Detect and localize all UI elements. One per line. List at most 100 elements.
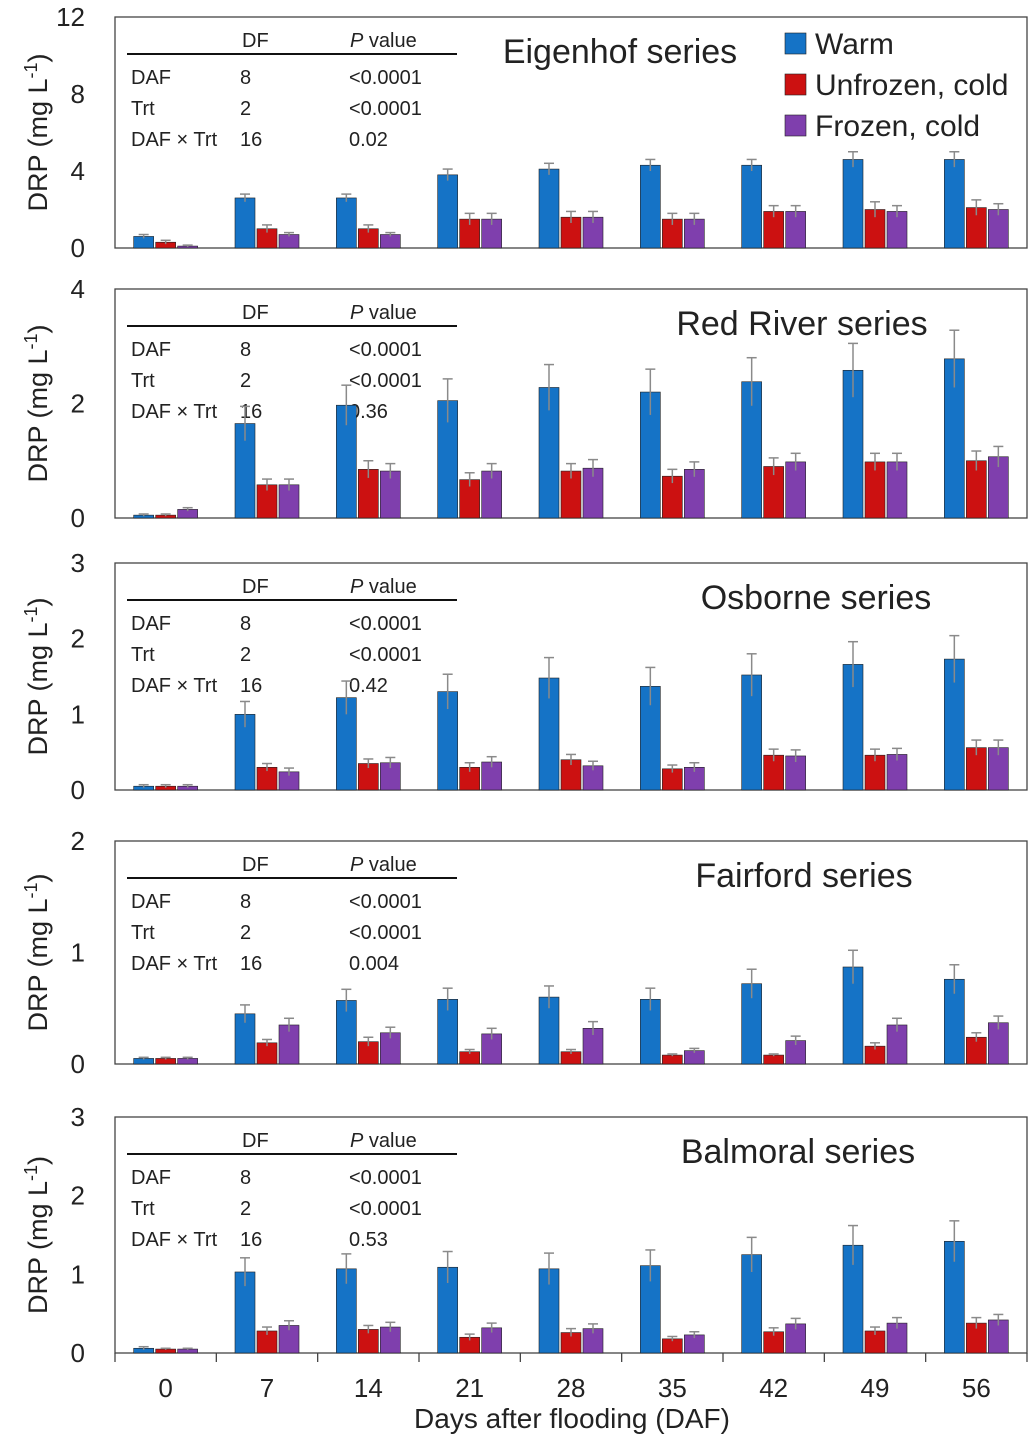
- stats-header-p: P value: [350, 302, 417, 324]
- stats-term: DAF × Trt: [131, 129, 218, 151]
- stats-term: DAF × Trt: [131, 953, 218, 975]
- bar: [662, 1054, 683, 1065]
- bar: [234, 197, 256, 249]
- stats-p: <0.0001: [349, 891, 422, 913]
- stats-header-df: DF: [242, 1130, 269, 1152]
- stats-df: 8: [240, 613, 251, 635]
- legend: Warm Unfrozen, cold Frozen, cold: [784, 28, 1008, 143]
- stats-p: <0.0001: [349, 67, 422, 89]
- stats-table: DF P value DAF 8 <0.0001 Trt 2 <0.0001 DAF × Trt…: [127, 30, 457, 151]
- panel-5: 0 1 2 3 DRP (mg L-1) Balmoral series DF P value…: [21, 1102, 1028, 1368]
- stats-df: 2: [240, 98, 251, 120]
- stats-p: 0.53: [349, 1229, 388, 1251]
- stats-term: DAF: [131, 613, 171, 635]
- x-tick-label: 49: [861, 1373, 890, 1403]
- stats-p: <0.0001: [349, 613, 422, 635]
- stats-p: <0.0001: [349, 339, 422, 361]
- stats-df: 8: [240, 67, 251, 89]
- series-title: Red River series: [676, 305, 927, 343]
- y-tick-label: 3: [71, 1102, 85, 1132]
- stats-df: 16: [240, 953, 262, 975]
- stats-df: 16: [240, 1229, 262, 1251]
- stats-p: <0.0001: [349, 644, 422, 666]
- stats-term: Trt: [131, 98, 155, 120]
- stats-table: DF P value DAF 8 <0.0001 Trt 2 <0.0001 DAF × Trt…: [127, 854, 457, 975]
- panel-2: 0 2 4 DRP (mg L-1) Red River series DF P value…: [21, 274, 1028, 533]
- stats-term: DAF: [131, 891, 171, 913]
- y-axis-label: DRP (mg L-1): [21, 53, 53, 211]
- y-tick-label: 2: [71, 389, 85, 419]
- legend-swatch: [784, 32, 807, 55]
- stats-header-p: P value: [350, 1130, 417, 1152]
- y-tick-label: 2: [71, 624, 85, 654]
- legend-swatch: [784, 114, 807, 137]
- y-tick-label: 4: [71, 274, 85, 304]
- bar: [741, 164, 762, 249]
- stats-term: Trt: [131, 922, 155, 944]
- stats-header-df: DF: [242, 30, 269, 52]
- y-axis-label: DRP (mg L-1): [21, 597, 53, 755]
- x-tick-label: 28: [557, 1373, 586, 1403]
- stats-table: DF P value DAF 8 <0.0001 Trt 2 <0.0001 DAF × Trt…: [127, 576, 457, 697]
- stats-header-df: DF: [242, 854, 269, 876]
- bar: [437, 174, 458, 249]
- stats-p: <0.0001: [349, 922, 422, 944]
- x-tick-label: 21: [455, 1373, 484, 1403]
- stats-table: DF P value DAF 8 <0.0001 Trt 2 <0.0001 DAF × Trt…: [127, 1130, 457, 1251]
- y-tick-label: 0: [71, 233, 85, 263]
- legend-label: Warm: [815, 28, 894, 61]
- stats-df: 8: [240, 1167, 251, 1189]
- stats-df: 2: [240, 370, 251, 392]
- stats-term: DAF: [131, 339, 171, 361]
- y-tick-label: 8: [71, 79, 85, 109]
- stats-df: 2: [240, 922, 251, 944]
- x-tick-label: 14: [354, 1373, 383, 1403]
- stats-p: 0.42: [349, 675, 388, 697]
- stats-term: Trt: [131, 370, 155, 392]
- y-tick-label: 1: [71, 1259, 85, 1289]
- stats-p: 0.004: [349, 953, 399, 975]
- stats-p: <0.0001: [349, 370, 422, 392]
- stats-term: DAF: [131, 67, 171, 89]
- x-tick-label: 0: [158, 1373, 172, 1403]
- bar: [944, 159, 965, 249]
- stats-header-p: P value: [350, 576, 417, 598]
- y-tick-label: 2: [71, 1181, 85, 1211]
- series-title: Eigenhof series: [503, 33, 737, 71]
- stats-df: 2: [240, 644, 251, 666]
- y-axis-label: DRP (mg L-1): [21, 873, 53, 1031]
- stats-p: 0.02: [349, 129, 388, 151]
- y-tick-label: 3: [71, 548, 85, 578]
- bar: [336, 197, 357, 249]
- y-axis-label: DRP (mg L-1): [21, 1156, 53, 1314]
- series-title: Balmoral series: [681, 1133, 915, 1171]
- legend-label: Frozen, cold: [815, 110, 980, 143]
- series-title: Fairford series: [695, 857, 912, 895]
- stats-term: Trt: [131, 644, 155, 666]
- stats-header-df: DF: [242, 576, 269, 598]
- stats-df: 8: [240, 891, 251, 913]
- y-tick-label: 0: [71, 1049, 85, 1079]
- stats-p: <0.0001: [349, 98, 422, 120]
- stats-term: DAF × Trt: [131, 1229, 218, 1251]
- y-tick-label: 4: [71, 156, 85, 186]
- y-tick-label: 0: [71, 503, 85, 533]
- stats-term: Trt: [131, 1198, 155, 1220]
- stats-df: 16: [240, 675, 262, 697]
- x-axis-title: Days after flooding (DAF): [414, 1403, 730, 1434]
- y-tick-label: 0: [71, 1338, 85, 1368]
- y-tick-label: 0: [71, 775, 85, 805]
- y-tick-label: 1: [71, 699, 85, 729]
- stats-header-df: DF: [242, 302, 269, 324]
- y-tick-label: 2: [71, 826, 85, 856]
- stats-term: DAF × Trt: [131, 675, 218, 697]
- bar: [380, 234, 401, 249]
- x-tick-label: 42: [759, 1373, 788, 1403]
- y-axis-label: DRP (mg L-1): [21, 324, 53, 482]
- bar: [763, 1054, 784, 1065]
- stats-df: 16: [240, 129, 262, 151]
- bar: [538, 168, 560, 249]
- x-tick-label: 35: [658, 1373, 687, 1403]
